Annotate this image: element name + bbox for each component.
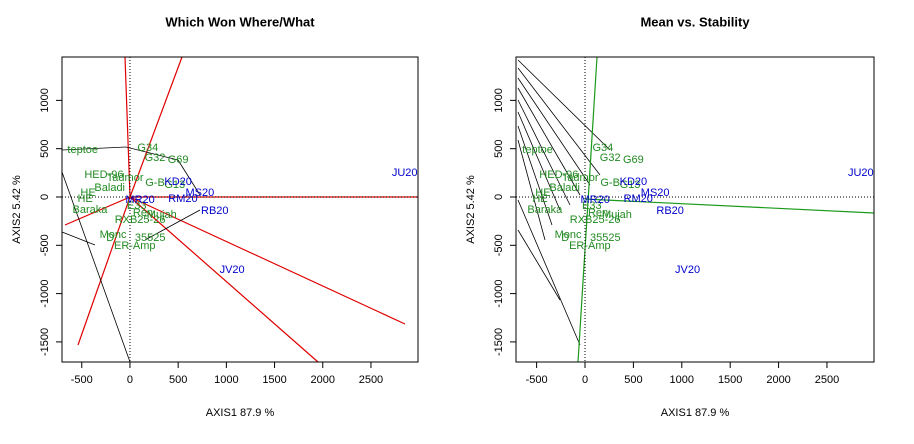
- environment-label: RB20: [656, 205, 684, 217]
- genotype-label: RXB25-26: [115, 214, 166, 226]
- y-tick-label: 500: [493, 140, 505, 158]
- genotype-label: 35525: [590, 232, 621, 244]
- y-tick-label: -500: [39, 234, 51, 256]
- average-axis: [577, 56, 875, 363]
- environment-label: MS20: [641, 187, 670, 199]
- genotype-label: ER-Amp: [569, 240, 611, 252]
- plot-frame: [515, 56, 875, 363]
- genotype-label: Ren: [588, 207, 608, 219]
- y-tick-label: 1000: [493, 88, 505, 112]
- x-tick-label: 1000: [214, 374, 238, 386]
- environment-label: RM20: [624, 193, 653, 205]
- x-tick-label: 0: [582, 374, 588, 386]
- environment-label: JU20: [392, 167, 418, 179]
- genotype-label: Baladi: [549, 182, 580, 194]
- environment-label: JU20: [848, 167, 874, 179]
- y-tick-label: -1500: [39, 328, 51, 356]
- genotype-label: Monc: [100, 229, 127, 241]
- genotype-label: G69: [623, 154, 644, 166]
- genotype-label: HE: [535, 187, 550, 199]
- y-tick-label: -500: [493, 234, 505, 256]
- y-tick-label: 500: [39, 140, 51, 158]
- environment-label: MR20: [125, 194, 154, 206]
- sector-rays: [64, 56, 418, 363]
- genotype-label: 35525: [135, 232, 166, 244]
- genotype-label: G32: [145, 152, 166, 164]
- genotype-label: RXB25-26: [570, 214, 621, 226]
- genotype-label: HED-96: [84, 169, 123, 181]
- genotype-label: Monc: [555, 229, 582, 241]
- genotype-label: Baraka: [527, 204, 563, 216]
- polygon: [61, 146, 201, 363]
- genotype-label: HE: [532, 193, 547, 205]
- genotype-label: ER-Amp: [114, 240, 156, 252]
- environment-label: MS20: [185, 187, 214, 199]
- environment-label: KD20: [620, 176, 648, 188]
- genotype-label: D: [106, 232, 114, 244]
- genotype-label: teptoe: [522, 144, 553, 156]
- genotype-label: Tadmor: [562, 172, 599, 184]
- genotype-label: E33: [582, 200, 602, 212]
- x-tick-label: 1500: [262, 374, 286, 386]
- genotype-label: teptoe: [67, 144, 98, 156]
- plot-frame: [61, 56, 419, 363]
- y-tick-label: -1500: [493, 328, 505, 356]
- genotype-label: G-B: [145, 177, 165, 189]
- x-tick-label: 1500: [718, 374, 742, 386]
- x-axis-label: AXIS1 87.9 %: [206, 407, 275, 419]
- y-tick-label: -1000: [493, 280, 505, 308]
- genotype-label: Baladi: [94, 182, 125, 194]
- x-tick-label: 2000: [311, 374, 335, 386]
- x-tick-label: 2500: [359, 374, 383, 386]
- genotype-label: HE: [80, 187, 95, 199]
- environment-label: RM20: [168, 193, 197, 205]
- genotype-label: G13: [164, 179, 185, 191]
- y-tick-label: 1000: [39, 88, 51, 112]
- y-tick-label: -1000: [39, 280, 51, 308]
- environment-label: JV20: [675, 264, 700, 276]
- genotype-label: G32: [600, 152, 621, 164]
- x-axis-label: AXIS1 87.9 %: [661, 407, 730, 419]
- genotype-label: Mujah: [147, 209, 177, 221]
- environment-label: KD20: [164, 176, 192, 188]
- x-tick-label: 500: [624, 374, 642, 386]
- x-tick-label: 0: [127, 374, 133, 386]
- genotype-label: HE: [77, 193, 92, 205]
- x-tick-label: 2500: [815, 374, 839, 386]
- y-axis-label: AXIS2 5.42 %: [465, 175, 477, 244]
- environment-label: RB20: [201, 205, 229, 217]
- environment-label: MR20: [580, 194, 609, 206]
- x-tick-label: 500: [169, 374, 187, 386]
- y-axis-label: AXIS2 5.42 %: [11, 175, 23, 244]
- genotype-label: G34: [137, 142, 158, 154]
- genotype-label: G69: [168, 154, 189, 166]
- x-tick-label: 1000: [670, 374, 694, 386]
- chart-title: Which Won Where/What: [165, 14, 315, 29]
- chart-title: Mean vs. Stability: [640, 14, 750, 29]
- genotype-label: Baraka: [73, 204, 109, 216]
- genotype-label: Ren: [133, 207, 153, 219]
- genotype-label: HED-96: [539, 169, 578, 181]
- genotype-label: Mujah: [602, 209, 632, 221]
- genotype-label: E33: [127, 200, 147, 212]
- x-tick-label: -500: [526, 374, 548, 386]
- y-tick-label: 0: [39, 194, 51, 200]
- x-tick-label: 2000: [766, 374, 790, 386]
- stability-lines: [517, 59, 611, 346]
- x-tick-label: -500: [71, 374, 93, 386]
- genotype-label: G13: [620, 179, 641, 191]
- genotype-label: G-B: [600, 177, 620, 189]
- genotype-label: D: [561, 232, 569, 244]
- y-tick-label: 0: [493, 194, 505, 200]
- environment-label: JV20: [220, 264, 245, 276]
- genotype-label: Tadmor: [107, 172, 144, 184]
- genotype-label: G34: [593, 142, 614, 154]
